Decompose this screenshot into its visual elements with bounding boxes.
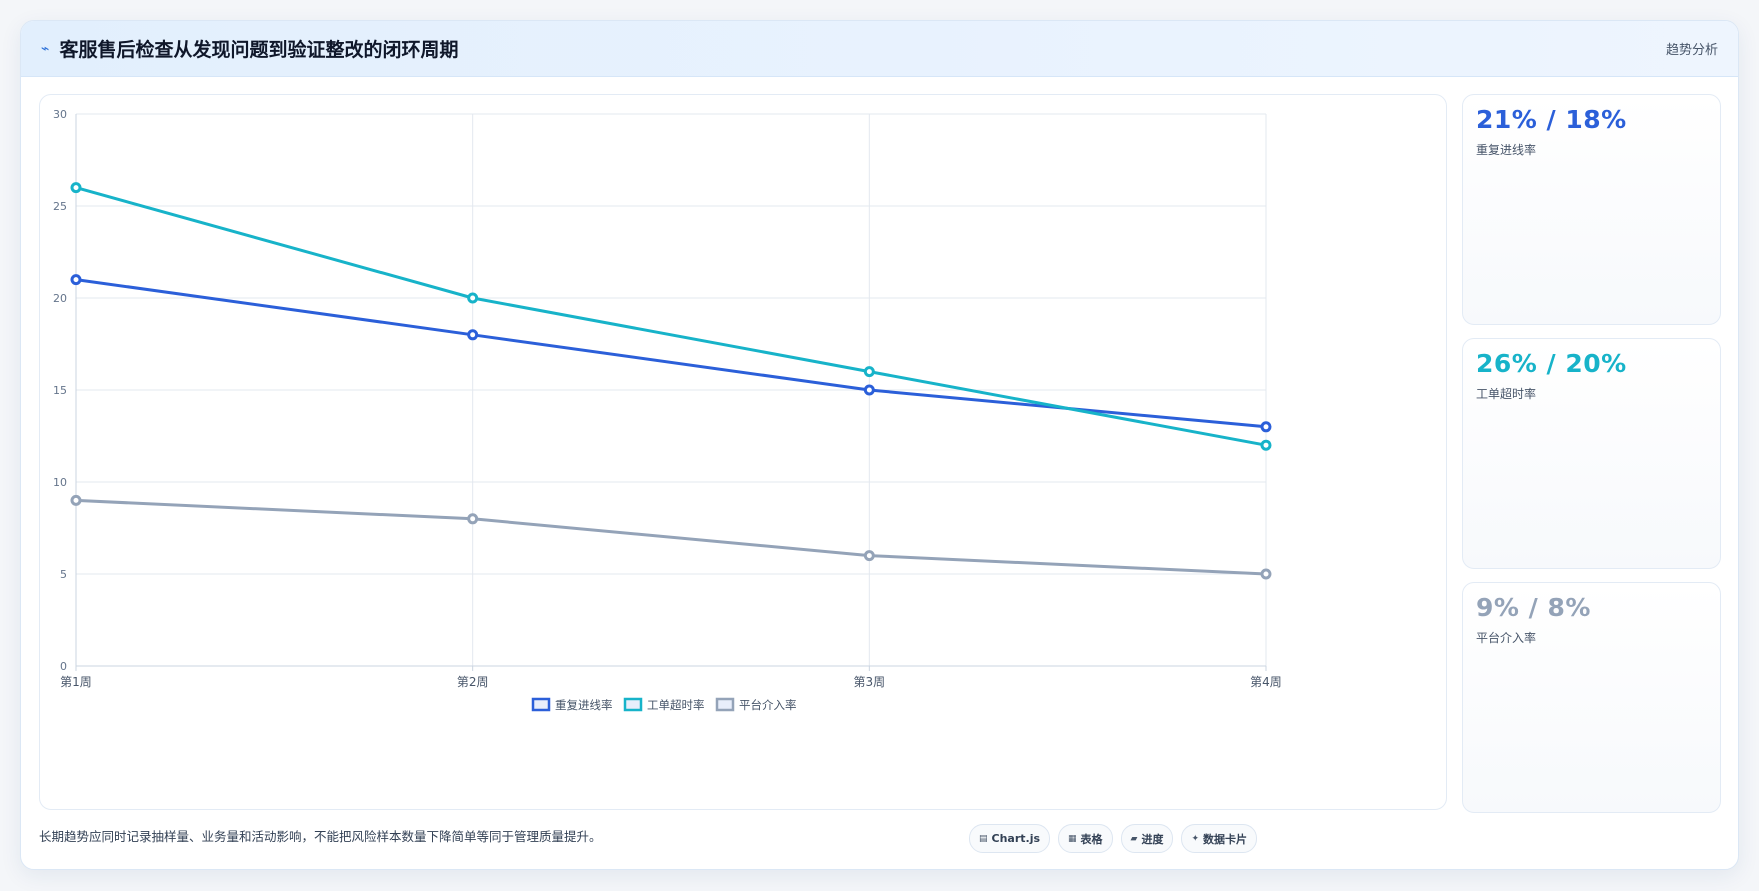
data-point xyxy=(467,329,479,341)
stat-label: 重复进线率 xyxy=(1476,143,1537,157)
data-point xyxy=(1260,568,1272,580)
tag-table[interactable]: ▦ 表格 xyxy=(1058,824,1113,853)
y-tick-label: 5 xyxy=(60,568,67,581)
chart-icon: ▤ xyxy=(979,833,988,844)
x-tick-label: 第2周 xyxy=(457,675,489,689)
data-point xyxy=(1260,439,1272,451)
series-line xyxy=(75,278,1267,429)
data-point xyxy=(70,494,82,506)
page-title: 客服售后检查从发现问题到验证整改的闭环周期 xyxy=(59,39,459,61)
stat-label: 平台介入率 xyxy=(1476,631,1537,645)
tag-label: 表格 xyxy=(1080,832,1103,846)
legend-label: 重复进线率 xyxy=(555,698,613,712)
title-wrap: ⌁ 客服售后检查从发现问题到验证整改的闭环周期 xyxy=(41,35,458,62)
trend-analysis-link[interactable]: 趋势分析 xyxy=(1665,43,1718,58)
y-tick-label: 25 xyxy=(53,200,67,213)
data-point xyxy=(70,274,82,286)
stat-value: 9% / 8% xyxy=(1476,593,1591,622)
data-point xyxy=(863,366,875,378)
stat-card-repeat: 21% / 18% 重复进线率 xyxy=(1462,94,1721,325)
y-tick-label: 0 xyxy=(60,660,67,673)
stat-card-platform: 9% / 8% 平台介入率 xyxy=(1462,582,1721,813)
stat-value: 21% / 18% xyxy=(1476,105,1627,134)
y-tick-label: 15 xyxy=(53,384,67,397)
footer-note: 长期趋势应同时记录抽样量、业务量和活动影响，不能把风险样本数量下降简单等同于管理… xyxy=(39,829,602,844)
y-tick-label: 30 xyxy=(53,108,67,121)
tag-list: ▤ Chart.js ▦ 表格 ▰ 进度 ✦ 数据卡片 xyxy=(969,824,1258,853)
tag-progress[interactable]: ▰ 进度 xyxy=(1120,824,1174,853)
stat-card-timeout: 26% / 20% 工单超时率 xyxy=(1462,338,1721,569)
progress-icon: ▰ xyxy=(1130,833,1138,844)
data-point xyxy=(1260,421,1272,433)
stat-label: 工单超时率 xyxy=(1476,387,1537,401)
series-line xyxy=(75,186,1267,447)
legend-swatch xyxy=(715,697,735,712)
legend-swatch xyxy=(623,697,643,712)
data-point xyxy=(863,384,875,396)
tag-label: 进度 xyxy=(1141,832,1164,846)
data-point xyxy=(863,550,875,562)
legend-swatch xyxy=(531,697,551,712)
data-point xyxy=(467,292,479,304)
card-icon: ✦ xyxy=(1191,833,1200,844)
stat-value: 26% / 20% xyxy=(1476,349,1627,378)
tag-label: Chart.js xyxy=(991,832,1041,845)
data-point xyxy=(467,513,479,525)
y-tick-label: 20 xyxy=(53,292,67,305)
table-icon: ▦ xyxy=(1068,833,1077,844)
tag-label: 数据卡片 xyxy=(1203,832,1248,846)
trend-card: ⌁ 客服售后检查从发现问题到验证整改的闭环周期 趋势分析 0 5 10 15 20 25 3… xyxy=(20,20,1739,870)
trend-icon: ⌁ xyxy=(41,40,50,57)
data-point xyxy=(70,182,82,194)
stat-cards: 21% / 18% 重复进线率 26% / 20% 工单超时率 9% / 8% … xyxy=(1462,94,1721,826)
x-tick-label: 第4周 xyxy=(1250,675,1282,689)
x-tick-label: 第3周 xyxy=(854,675,886,689)
card-header: ⌁ 客服售后检查从发现问题到验证整改的闭环周期 趋势分析 xyxy=(21,21,1738,77)
legend-label: 工单超时率 xyxy=(647,698,705,712)
tag-data-card[interactable]: ✦ 数据卡片 xyxy=(1181,824,1258,853)
tag-chartjs[interactable]: ▤ Chart.js xyxy=(969,824,1051,853)
x-tick-label: 第1周 xyxy=(60,675,92,689)
y-tick-label: 10 xyxy=(53,476,67,489)
series-line xyxy=(75,498,1267,576)
legend-label: 平台介入率 xyxy=(739,698,797,712)
chart-panel: 0 5 10 15 20 25 30 第1周 第2周 第3周 第4周重复进线率 工单超时率 平台介入率 xyxy=(39,94,1447,810)
